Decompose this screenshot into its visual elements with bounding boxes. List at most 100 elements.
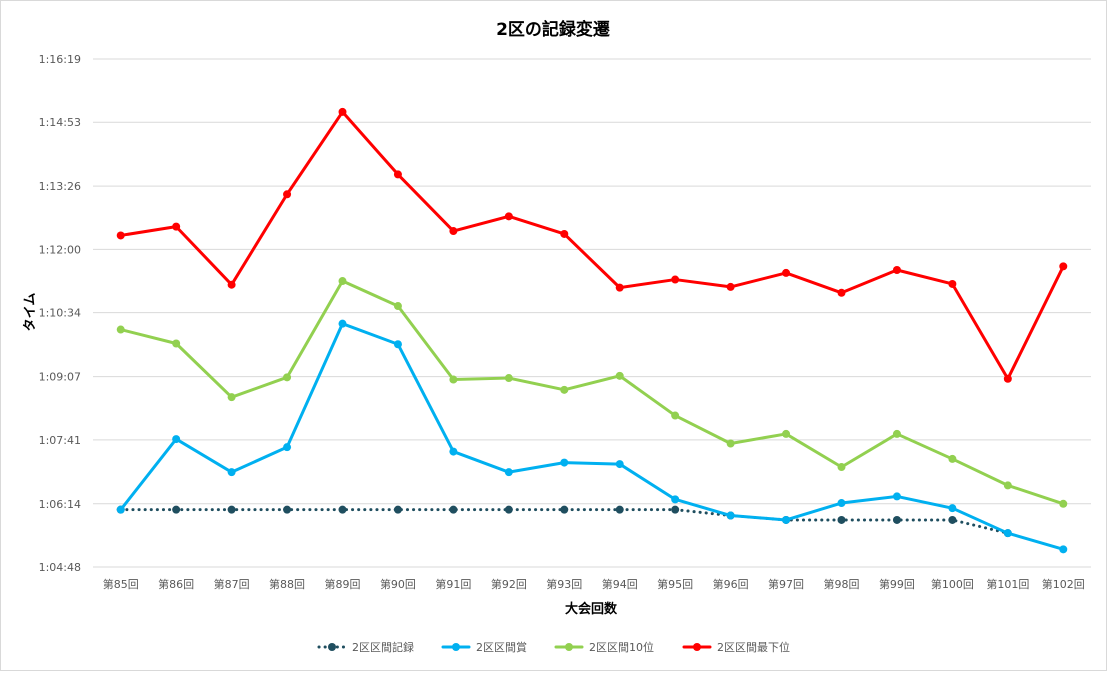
- data-point: [393, 302, 402, 311]
- data-point: [449, 447, 458, 456]
- data-point: [1059, 499, 1068, 508]
- series-line: [119, 279, 1065, 506]
- y-axis-ticks: 1:04:48 1:06:14 1:07:41 1:09:07 1:10:34 1:12:…: [39, 53, 81, 574]
- legend-label: 2区区間10位: [589, 640, 654, 654]
- x-tick-label: 第93回: [546, 577, 582, 591]
- data-point: [726, 439, 735, 448]
- data-point: [726, 511, 735, 520]
- data-point: [1003, 374, 1012, 383]
- legend: 2区区間記録 2区区間賞 2区区間10位 2区区間最下位: [317, 640, 790, 654]
- data-point: [892, 429, 901, 438]
- data-point: [1059, 545, 1068, 554]
- x-tick-label: 第98回: [824, 577, 860, 591]
- data-point: [671, 411, 680, 420]
- chart-title: 2区の記録変遷: [496, 19, 610, 40]
- data-point: [116, 505, 125, 514]
- data-point: [227, 468, 236, 477]
- legend-swatch-marker: [328, 643, 336, 651]
- legend-swatch-marker: [452, 643, 460, 651]
- data-point: [504, 505, 513, 514]
- x-tick-label: 第96回: [713, 577, 749, 591]
- legend-label: 2区区間賞: [476, 641, 527, 654]
- x-tick-label: 第91回: [435, 577, 471, 591]
- data-point: [449, 505, 458, 514]
- data-point: [283, 505, 292, 514]
- y-tick-label: 1:12:00: [39, 243, 81, 256]
- x-tick-label: 第97回: [768, 577, 804, 591]
- x-tick-label: 第87回: [214, 577, 250, 591]
- data-point: [671, 275, 680, 284]
- data-point: [504, 468, 513, 477]
- x-tick-label: 第85回: [103, 577, 139, 591]
- data-point: [837, 463, 846, 472]
- data-point: [338, 107, 347, 116]
- y-tick-label: 1:16:19: [39, 53, 81, 66]
- data-point: [338, 505, 347, 514]
- data-point: [393, 505, 402, 514]
- data-point: [227, 505, 236, 514]
- data-point: [948, 454, 957, 463]
- x-axis-title: 大会回数: [565, 601, 618, 617]
- x-tick-label: 第86回: [158, 577, 194, 591]
- data-point: [782, 515, 791, 524]
- legend-swatch-marker: [693, 643, 701, 651]
- data-point: [837, 288, 846, 297]
- series-1: [116, 319, 1068, 554]
- series-3: [116, 107, 1068, 383]
- x-tick-label: 第90回: [380, 577, 416, 591]
- data-point: [948, 279, 957, 288]
- data-point: [782, 429, 791, 438]
- data-point: [948, 504, 957, 513]
- data-point: [338, 277, 347, 286]
- x-axis-ticks: 第85回 第86回 第87回 第88回 第89回 第90回 第91回 第92回 第93回 第94回…: [103, 577, 1085, 591]
- data-point: [393, 340, 402, 349]
- data-point: [726, 282, 735, 291]
- data-point: [116, 231, 125, 240]
- data-point: [560, 458, 569, 467]
- data-point: [172, 339, 181, 348]
- x-tick-label: 第102回: [1042, 577, 1085, 591]
- data-point: [615, 505, 624, 514]
- y-axis-title: タイム: [23, 293, 38, 332]
- series-2: [116, 277, 1068, 508]
- data-point: [948, 515, 957, 524]
- data-point: [671, 505, 680, 514]
- data-point: [892, 265, 901, 274]
- data-point: [615, 460, 624, 469]
- x-tick-label: 第95回: [657, 577, 693, 591]
- data-point: [892, 515, 901, 524]
- legend-label: 2区区間最下位: [717, 640, 790, 654]
- x-tick-label: 第92回: [491, 577, 527, 591]
- x-tick-label: 第88回: [269, 577, 305, 591]
- data-point: [1003, 481, 1012, 490]
- data-point: [283, 373, 292, 382]
- gridlines: [93, 58, 1091, 568]
- data-point: [283, 190, 292, 199]
- legend-label: 2区区間記録: [352, 640, 414, 654]
- y-tick-label: 1:10:34: [39, 307, 81, 320]
- y-tick-label: 1:09:07: [39, 371, 81, 384]
- data-point: [283, 443, 292, 452]
- x-tick-label: 第89回: [325, 577, 361, 591]
- data-point: [671, 495, 680, 504]
- data-point: [615, 371, 624, 380]
- series-line: [119, 110, 1065, 381]
- data-point: [393, 170, 402, 179]
- y-tick-label: 1:04:48: [39, 561, 81, 574]
- data-point: [782, 268, 791, 277]
- x-tick-label: 第101回: [986, 577, 1029, 591]
- data-point: [116, 325, 125, 334]
- data-point: [227, 280, 236, 289]
- data-point: [172, 222, 181, 231]
- series-0: [116, 505, 1012, 538]
- series-line: [119, 508, 1010, 535]
- x-tick-label: 第99回: [879, 577, 915, 591]
- data-point: [172, 435, 181, 444]
- data-point: [449, 227, 458, 236]
- data-point: [615, 283, 624, 292]
- y-tick-label: 1:13:26: [39, 180, 81, 193]
- data-point: [449, 375, 458, 384]
- series-group: [116, 107, 1068, 554]
